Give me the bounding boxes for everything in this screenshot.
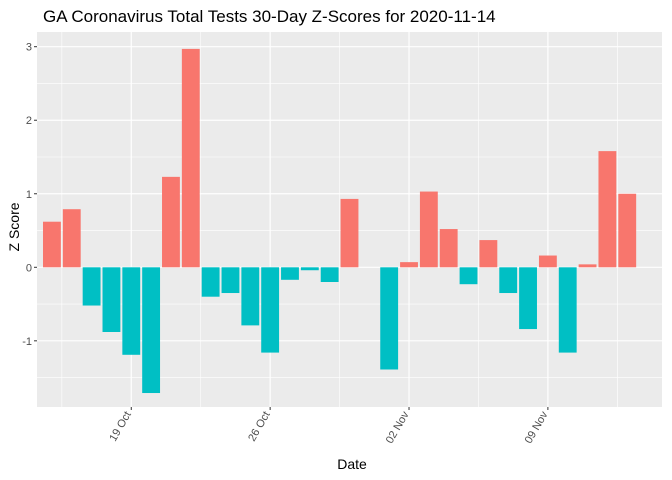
bar (142, 267, 161, 394)
bar (578, 264, 597, 268)
bar (479, 240, 498, 268)
chart-title: GA Coronavirus Total Tests 30-Day Z-Scor… (43, 7, 496, 26)
x-tick-label: 19 Oct (107, 410, 134, 444)
y-axis-title: Z Score (6, 202, 22, 251)
y-tick-label: 1 (26, 189, 32, 201)
y-tick-label: 0 (26, 262, 32, 274)
x-tick-label: 02 Nov (384, 409, 412, 446)
bar (300, 267, 319, 271)
bar (181, 48, 200, 268)
bar (281, 267, 299, 280)
x-axis: 19 Oct 26 Oct 02 Nov 09 Nov (107, 407, 551, 446)
bar (400, 262, 418, 268)
bar (122, 267, 141, 355)
y-tick-label: 2 (26, 115, 32, 127)
bar (419, 191, 438, 268)
bar (459, 267, 478, 285)
grid-lines (37, 32, 662, 407)
bar (340, 198, 359, 268)
bar (62, 209, 81, 268)
bar (241, 267, 260, 326)
bar (162, 176, 180, 268)
bar (261, 267, 280, 353)
bars (42, 48, 637, 394)
bar (558, 267, 577, 353)
bar (519, 267, 537, 330)
bar (439, 229, 458, 268)
bar (380, 267, 399, 370)
bar (320, 267, 339, 282)
bar (42, 221, 61, 268)
y-tick-label: -1 (22, 336, 32, 348)
y-tick-label: 3 (26, 42, 32, 54)
bar (201, 267, 220, 297)
bar (538, 255, 557, 268)
x-tick-label: 26 Oct (246, 410, 273, 444)
y-axis: -1 0 1 2 3 (22, 42, 37, 348)
bar (618, 193, 637, 268)
x-tick-label: 09 Nov (523, 409, 551, 446)
bar (102, 267, 121, 332)
x-axis-title: Date (337, 456, 367, 472)
bar (82, 267, 101, 306)
bar (598, 151, 617, 268)
bar (499, 267, 518, 294)
bar (221, 267, 240, 294)
